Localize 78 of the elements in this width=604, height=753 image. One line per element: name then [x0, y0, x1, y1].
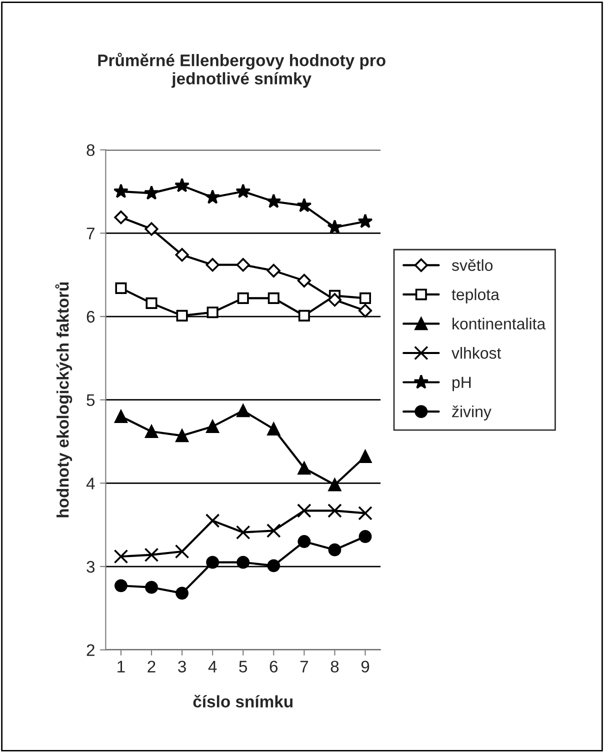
point: [298, 310, 310, 322]
point: [266, 264, 280, 278]
point: [236, 556, 250, 569]
y-axis-title: hodnoty ekologických faktorů: [55, 282, 72, 518]
point: [328, 543, 342, 556]
point: [174, 178, 190, 192]
point: [358, 506, 372, 520]
y-tick-label: 7: [86, 228, 94, 240]
point: [358, 530, 372, 543]
point: [297, 274, 311, 288]
point: [268, 292, 280, 304]
point: [236, 184, 251, 198]
y-tick-label: 2: [86, 644, 94, 656]
x-tick-label: 4: [208, 660, 217, 672]
point: [267, 559, 280, 572]
point: [327, 219, 342, 234]
point: [359, 292, 372, 304]
point: [298, 535, 311, 548]
legend-label: pH: [452, 376, 471, 392]
point: [176, 429, 188, 442]
point: [297, 504, 312, 518]
legend-label: vlhkost: [452, 347, 502, 359]
point: [114, 410, 128, 423]
point: [114, 579, 128, 592]
point: [145, 580, 158, 594]
point: [358, 450, 372, 463]
point: [205, 189, 220, 204]
point: [206, 556, 220, 569]
point: [146, 297, 158, 309]
x-tick-label: 9: [361, 660, 370, 672]
point: [236, 525, 250, 540]
point: [236, 404, 250, 418]
point: [206, 258, 220, 272]
point: [267, 422, 280, 436]
point: [328, 504, 342, 518]
point: [328, 293, 342, 307]
point: [176, 310, 188, 322]
point: [144, 185, 160, 200]
x-axis-title: číslo snímku: [193, 694, 292, 708]
point: [175, 248, 189, 262]
point: [296, 198, 312, 212]
point: [115, 282, 127, 294]
x-tick-label: 7: [300, 660, 308, 672]
point: [206, 420, 220, 433]
point: [358, 304, 372, 318]
point: [328, 478, 342, 492]
legend-label: kontinentalita: [452, 318, 546, 330]
x-tick-label: 5: [239, 660, 248, 672]
point: [237, 292, 249, 304]
x-tick-label: 3: [178, 660, 186, 672]
legend-label: světlo: [452, 259, 493, 271]
legend-label: živiny: [452, 406, 492, 420]
point: [113, 184, 128, 198]
y-tick-label: 4: [86, 478, 95, 490]
y-tick-label: 6: [86, 310, 95, 323]
point: [266, 194, 282, 208]
y-tick-label: 8: [86, 144, 95, 156]
point: [174, 544, 190, 559]
point: [205, 514, 220, 528]
x-tick-label: 8: [330, 660, 339, 672]
y-tick-label: 5: [86, 394, 95, 406]
x-tick-label: 2: [148, 660, 156, 672]
legend-label: teplota: [452, 288, 500, 304]
point: [114, 549, 128, 564]
point: [114, 210, 128, 224]
point: [144, 548, 159, 562]
point: [266, 524, 281, 538]
point: [144, 222, 158, 236]
chart-title: Průměrné Ellenbergovy hodnoty pro jednotlivé snímky: [98, 52, 386, 88]
y-tick-label: 3: [86, 560, 95, 573]
point: [236, 258, 250, 272]
point: [298, 462, 311, 475]
point: [145, 425, 158, 438]
x-tick-label: 1: [118, 660, 125, 672]
point: [206, 306, 218, 318]
x-tick-label: 6: [270, 660, 278, 672]
point: [176, 586, 188, 600]
point: [358, 214, 373, 228]
